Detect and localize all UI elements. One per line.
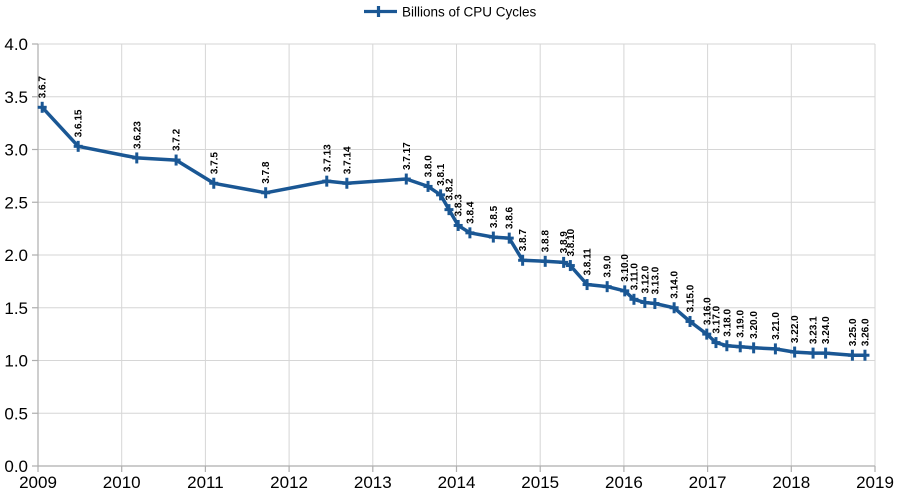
- data-point-label: 3.14.0: [670, 271, 681, 299]
- x-tick-label: 2016: [605, 473, 643, 492]
- data-point-label: 3.8.4: [465, 201, 476, 224]
- data-labels: 3.6.7 3.6.15 3.6.23 3.7.2 3.7.5 3.7.8 3.7.13 3.…: [38, 76, 872, 347]
- data-point-label: 3.8.5: [489, 205, 500, 228]
- data-point-label: 3.11.0: [629, 263, 640, 291]
- data-point-label: 3.7.14: [342, 146, 353, 174]
- axes: [32, 43, 876, 472]
- series: [37, 101, 870, 361]
- axis-tick-labels: 0.0 0.5 1.0 1.5 2.0 2.5 3.0 3.5 4.0 2009 2010 2011 2…: [4, 35, 894, 492]
- data-point-label: 3.7.13: [322, 144, 333, 172]
- y-tick-label: 3.0: [4, 141, 28, 160]
- data-point-label: 3.10.0: [620, 254, 631, 282]
- y-tick-label: 3.5: [4, 88, 28, 107]
- x-tick-label: 2013: [354, 473, 392, 492]
- x-tick-label: 2018: [772, 473, 810, 492]
- data-point-label: 3.21.0: [771, 312, 782, 340]
- x-tick-label: 2009: [19, 473, 57, 492]
- x-tick-label: 2015: [521, 473, 559, 492]
- legend-label: Billions of CPU Cycles: [402, 5, 537, 20]
- data-point-label: 3.8.10: [566, 228, 577, 256]
- data-point-label: 3.8.0: [424, 155, 435, 178]
- data-point-label: 3.6.7: [38, 76, 49, 99]
- data-point-label: 3.8.8: [541, 230, 552, 253]
- data-point-label: 3.18.0: [722, 308, 733, 336]
- y-tick-label: 2.5: [4, 193, 28, 212]
- x-tick-label: 2012: [270, 473, 308, 492]
- y-tick-label: 4.0: [4, 35, 28, 54]
- legend: Billions of CPU Cycles: [364, 5, 537, 20]
- y-tick-label: 1.5: [4, 299, 28, 318]
- data-point-label: 3.17.0: [711, 305, 722, 333]
- data-point-label: 3.7.5: [209, 152, 220, 175]
- data-point-label: 3.6.23: [132, 121, 143, 149]
- data-point-label: 3.19.0: [736, 310, 747, 338]
- data-point-label: 3.8.11: [583, 248, 594, 276]
- x-tick-label: 2011: [187, 473, 224, 492]
- data-point-label: 3.6.15: [74, 109, 85, 137]
- data-point-label: 3.13.0: [650, 266, 661, 294]
- data-point-label: 3.20.0: [749, 311, 760, 339]
- x-tick-label: 2019: [856, 473, 894, 492]
- data-point-label: 3.8.6: [505, 206, 516, 229]
- data-point-label: 3.9.0: [603, 255, 614, 278]
- data-point-label: 3.8.7: [518, 229, 529, 252]
- x-tick-label: 2017: [689, 473, 727, 492]
- y-tick-label: 0.0: [4, 457, 28, 476]
- y-tick-label: 0.5: [4, 404, 28, 423]
- data-point-label: 3.7.2: [172, 128, 183, 151]
- data-point-label: 3.8.3: [454, 194, 465, 217]
- data-point-label: 3.7.17: [402, 142, 413, 170]
- data-point-label: 3.22.0: [790, 315, 801, 343]
- data-point-label: 3.8.1: [436, 163, 447, 186]
- data-point-label: 3.24.0: [821, 316, 832, 344]
- data-point-label: 3.16.0: [702, 297, 713, 325]
- data-point-label: 3.15.0: [686, 284, 697, 312]
- y-tick-label: 1.0: [4, 352, 28, 371]
- data-point-label: 3.26.0: [860, 318, 871, 346]
- data-point-label: 3.23.1: [809, 316, 820, 344]
- gridlines: [37, 43, 876, 467]
- data-point-label: 3.25.0: [848, 318, 859, 346]
- data-point-label: 3.8.2: [444, 178, 455, 201]
- data-point-label: 3.12.0: [640, 265, 651, 293]
- x-tick-label: 2010: [103, 473, 141, 492]
- x-tick-label: 2014: [438, 473, 476, 492]
- data-point-label: 3.8.9: [559, 231, 570, 254]
- data-point-label: 3.7.8: [261, 161, 272, 184]
- y-tick-label: 2.0: [4, 246, 28, 265]
